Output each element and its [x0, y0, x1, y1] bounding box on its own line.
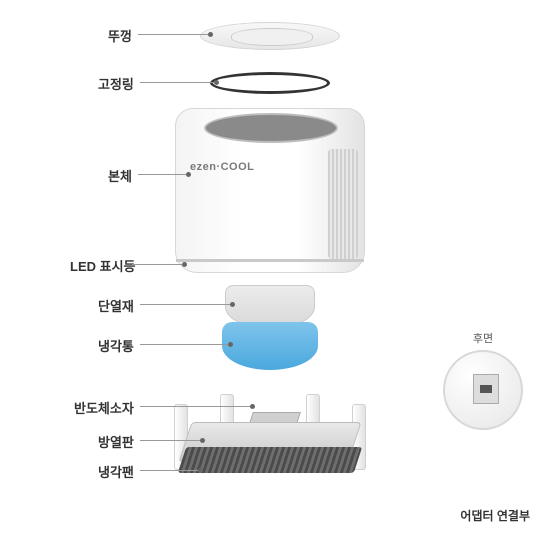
rear-circle — [443, 350, 523, 430]
label-coolwell: 냉각통 — [98, 336, 134, 355]
rear-view-inset: 후면 — [440, 330, 526, 430]
leader-line — [140, 470, 198, 471]
leader-dot — [208, 32, 213, 37]
part-cooling-well — [222, 322, 318, 370]
side-vent — [328, 149, 358, 259]
leader-line — [140, 304, 230, 305]
leader-line — [140, 440, 200, 441]
part-heatsink-fan — [178, 447, 362, 473]
leader-dot — [228, 342, 233, 347]
rear-caption: 후면 — [440, 330, 526, 346]
label-adapter: 어댑터 연결부 — [460, 507, 530, 524]
label-fan: 냉각팬 — [98, 462, 134, 481]
brand-logo: ezen·COOL — [190, 161, 254, 173]
leader-line — [138, 34, 208, 35]
leader-dot — [182, 262, 187, 267]
leader-dot — [250, 404, 255, 409]
led-strip — [176, 259, 364, 262]
label-lid: 뚜껑 — [108, 26, 132, 45]
label-body: 본체 — [108, 166, 132, 185]
label-heatsink: 방열판 — [98, 432, 134, 451]
part-main-body: ezen·COOL — [175, 108, 365, 273]
label-led: LED 표시등 — [70, 256, 136, 275]
label-insulator: 단열재 — [98, 296, 134, 315]
leader-line — [140, 344, 228, 345]
adapter-port-icon — [473, 374, 499, 404]
leader-dot — [214, 80, 219, 85]
leader-dot — [186, 172, 191, 177]
body-opening — [204, 113, 338, 143]
leader-dot — [198, 468, 203, 473]
label-ring: 고정링 — [98, 74, 134, 93]
leader-line — [140, 406, 250, 407]
part-lid — [200, 22, 340, 50]
leader-dot — [200, 438, 205, 443]
part-fixing-ring — [210, 72, 330, 94]
leader-line — [138, 174, 186, 175]
leader-dot — [230, 302, 235, 307]
label-chip: 반도체소자 — [74, 398, 134, 417]
leader-line — [140, 82, 214, 83]
leader-line — [132, 264, 182, 265]
